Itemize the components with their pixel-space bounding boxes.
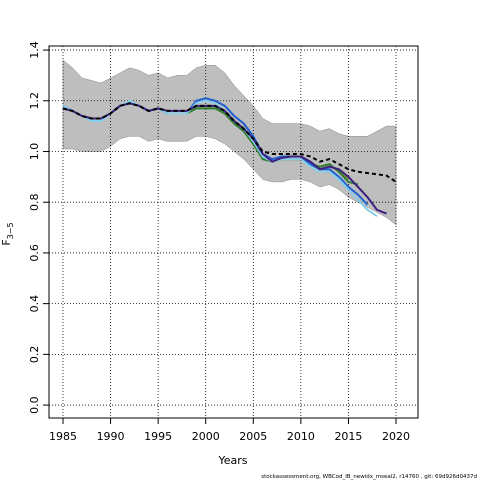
y-tick-label: 1.4 [28, 41, 41, 59]
x-axis-label: Years [217, 454, 247, 467]
x-tick-label: 1985 [49, 430, 77, 443]
x-tick-label: 2000 [192, 430, 220, 443]
footer: stockassessment.org, WBCod_IB_newidx_mse… [261, 474, 477, 480]
y-label-main: F [0, 239, 13, 245]
x-tick-label: 1995 [144, 430, 172, 443]
y-tick-label: 0.8 [28, 193, 41, 211]
x-tick-label: 2020 [382, 430, 410, 443]
y-tick-label: 0.6 [28, 244, 41, 261]
series-line [62, 102, 397, 183]
y-tick-label: 1.0 [28, 143, 41, 161]
plot-frame [48, 45, 419, 419]
x-tick-label: 2015 [334, 430, 362, 443]
x-tick-label: 2005 [239, 430, 267, 443]
y-label-sub: 3−5 [6, 222, 15, 239]
y-axis-label: F3−5 [0, 222, 15, 245]
x-tick-label: 1990 [97, 430, 125, 443]
y-tick-label: 0.4 [28, 295, 41, 313]
confidence-band [62, 59, 397, 226]
y-tick-label: 0.2 [28, 346, 41, 364]
x-tick-label: 2010 [287, 430, 315, 443]
y-tick-label: 1.2 [28, 92, 41, 110]
y-tick-label: 0.0 [28, 396, 41, 414]
